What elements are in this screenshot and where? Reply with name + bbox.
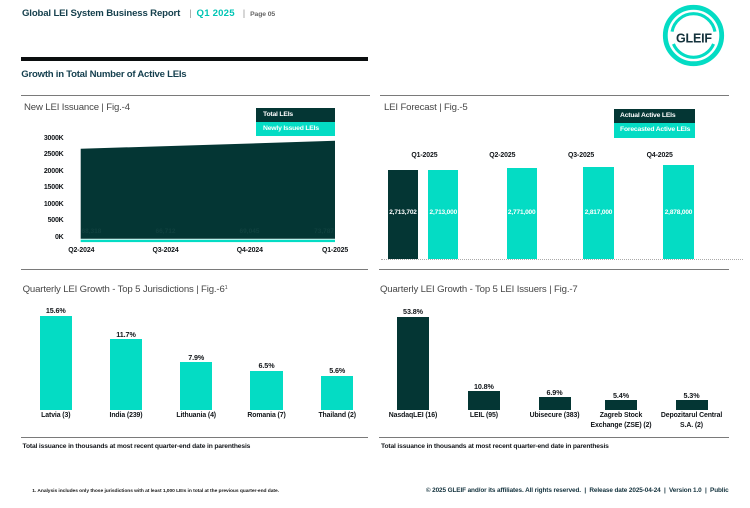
svg-text:GLEIF: GLEIF [676, 31, 712, 45]
